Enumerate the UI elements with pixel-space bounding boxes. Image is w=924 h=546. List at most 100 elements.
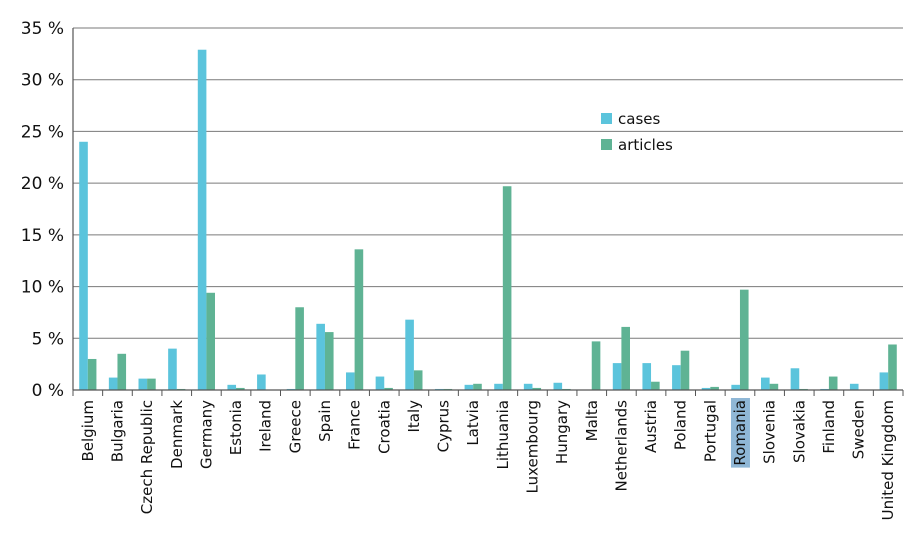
highlight-box [730,398,750,468]
bar-articles-czech-republic [147,378,156,390]
bar-articles-spain [324,332,334,390]
bar-articles-poland [680,350,690,390]
bar-cases-estonia [227,384,237,390]
x-tick-label: Latvia [464,400,482,446]
axes [72,28,904,396]
x-tick-group: United Kingdom [879,400,897,520]
y-tick-label: 35 % [21,19,64,39]
bar-cases-spain [316,323,325,390]
x-tick-label: France [346,400,364,450]
x-tick-group: Ireland [257,400,275,452]
bar-articles-finland [828,376,838,390]
x-tick-group: Luxembourg [523,400,541,494]
x-tick-group: Cyprus [435,400,453,453]
x-tick-group: Germany [197,400,215,469]
x-tick-label: Belgium [79,400,97,462]
x-tick-group: Malta [583,400,601,441]
bar-articles-netherlands [621,326,630,390]
bar-articles-france [354,249,364,390]
bar-cases-denmark [168,348,177,390]
bar-articles-croatia [384,387,393,390]
bar-cases-united-kingdom [879,372,889,390]
x-tick-group: Slovenia [761,400,779,464]
x-tick-label: Portugal [701,400,719,462]
bar-articles-malta [591,341,601,390]
bar-cases-luxembourg [523,383,533,390]
bar-articles-austria [651,381,660,390]
bar-cases-hungary [553,382,563,390]
bar-cases-portugal [701,387,711,390]
gridlines [73,27,903,339]
bar-cases-latvia [464,384,474,390]
x-tick-group: Poland [672,400,690,450]
x-tick-label: Luxembourg [523,400,541,494]
bar-cases-bulgaria [108,377,118,390]
bar-cases-czech-republic [138,378,148,390]
x-tick-label: Croatia [375,400,393,454]
x-tick-group: Netherlands [612,400,630,492]
x-tick-group: Croatia [375,400,393,454]
bar-cases-ireland [257,374,266,390]
y-tick-label: 5 % [32,329,64,349]
x-tick-group: Romania [730,398,750,468]
x-tick-group: Austria [642,400,660,453]
bar-cases-italy [405,319,414,390]
y-tick-label: 20 % [21,174,64,194]
bars [79,49,897,390]
x-tick-label: United Kingdom [879,400,897,520]
bar-articles-portugal [710,386,719,390]
x-tick-group: France [346,400,364,450]
x-tick-label: Estonia [227,400,245,455]
y-tick-label: 30 % [21,71,64,91]
x-tick-label: Bulgaria [108,400,126,462]
x-tick-label: Cyprus [435,400,453,453]
bar-cases-slovakia [790,368,800,390]
x-tick-label: Germany [197,400,215,469]
bar-cases-germany [197,49,207,390]
x-tick-group: Greece [286,400,304,453]
x-tick-group: Lithuania [494,400,512,469]
bar-cases-croatia [375,376,385,390]
x-tick-label: Ireland [257,400,275,452]
x-tick-group: Spain [316,400,334,442]
x-tick-group: Belgium [79,400,97,462]
bar-articles-bulgaria [117,353,127,390]
x-tick-group: Hungary [553,400,571,464]
x-tick-group: Portugal [701,400,719,462]
bar-cases-lithuania [494,383,503,390]
bar-cases-austria [642,363,652,390]
x-tick-group: Czech Republic [138,400,156,514]
x-tick-label: Slovenia [761,400,779,464]
x-tick-label: Italy [405,400,423,433]
y-tick-label: 25 % [21,122,64,142]
x-tick-label: Greece [286,400,304,453]
bar-articles-romania [739,289,749,390]
x-tick-group: Latvia [464,400,482,446]
x-tick-group: Estonia [227,400,245,455]
bar-cases-romania [731,384,740,390]
bar-articles-belgium [87,358,97,390]
x-tick-label: Malta [583,400,601,441]
y-tick-label: 0 % [32,381,64,401]
bar-articles-luxembourg [532,387,542,390]
x-tick-label: Netherlands [612,400,630,492]
x-tick-label: Poland [672,400,690,450]
x-tick-label: Czech Republic [138,400,156,514]
bar-cases-poland [672,365,681,390]
x-tick-label: Finland [820,400,838,454]
x-tick-group: Slovakia [790,400,808,463]
x-tick-label: Slovakia [790,400,808,463]
x-tick-group: Bulgaria [108,400,126,462]
bar-articles-latvia [473,383,482,390]
legend-label-cases: cases [618,110,660,128]
bar-cases-slovenia [761,377,770,390]
x-tick-label: Spain [316,400,334,442]
x-tick-label: Denmark [168,400,186,469]
x-tick-label: Sweden [850,400,868,459]
bar-articles-italy [413,370,423,390]
bar-articles-greece [295,307,304,390]
bar-articles-lithuania [502,186,512,390]
bar-cases-netherlands [612,363,622,390]
y-tick-label: 15 % [21,226,64,246]
